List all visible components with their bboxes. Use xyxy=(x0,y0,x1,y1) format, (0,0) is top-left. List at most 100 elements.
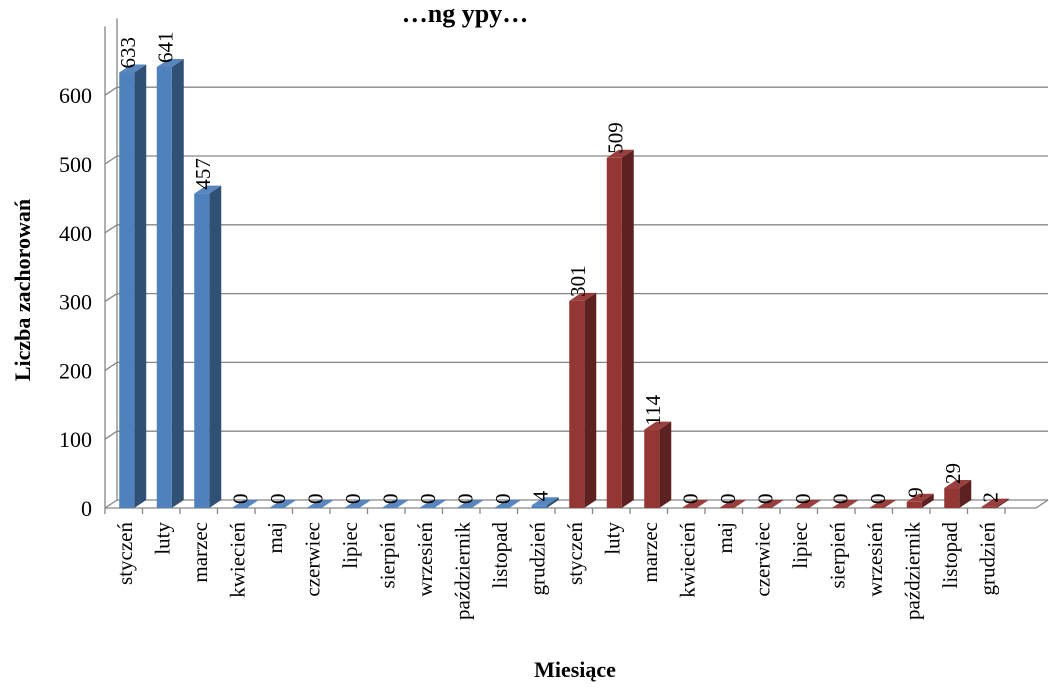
x-tick-label: luty xyxy=(150,522,174,555)
x-tick-label: sierpień xyxy=(375,522,399,589)
y-tick-label: 100 xyxy=(59,427,92,452)
bar-side xyxy=(209,185,222,509)
gridline-side-500 xyxy=(104,155,118,165)
bar xyxy=(419,500,447,508)
data-label: 641 xyxy=(153,31,177,63)
data-label: 0 xyxy=(678,494,702,505)
bar-top xyxy=(531,497,559,506)
bar-top xyxy=(906,493,934,502)
bar-front xyxy=(944,488,960,508)
bar xyxy=(681,500,709,508)
y-tick-label: 600 xyxy=(59,83,92,108)
x-tick-label: październik xyxy=(900,522,924,620)
bar-side xyxy=(171,58,184,508)
data-label: 0 xyxy=(866,494,890,505)
bar-top xyxy=(719,500,747,508)
bar-top xyxy=(644,421,672,430)
bar-top xyxy=(981,498,1009,507)
bar-top xyxy=(831,500,859,508)
x-tick-label: czerwiec xyxy=(300,522,324,597)
data-label: 114 xyxy=(641,394,665,425)
bar-side xyxy=(134,64,147,508)
bar-top xyxy=(306,500,334,508)
bar-top xyxy=(269,500,297,508)
bar-front xyxy=(531,505,547,508)
bar xyxy=(719,500,747,508)
bar-top xyxy=(119,64,147,73)
bar-front xyxy=(569,300,585,508)
bar xyxy=(606,149,634,509)
bar-top xyxy=(794,500,822,508)
x-tick-label: listopad xyxy=(488,522,512,589)
data-label: 633 xyxy=(116,37,140,69)
data-label: 0 xyxy=(453,494,477,505)
x-tick-label: wrzesień xyxy=(413,522,437,597)
bar-side xyxy=(584,292,597,508)
bar xyxy=(981,498,1009,508)
x-tick-label: maj xyxy=(263,522,287,554)
x-tick-label: maj xyxy=(713,522,737,554)
data-label: 0 xyxy=(416,494,440,505)
bar xyxy=(494,500,522,508)
data-label: 0 xyxy=(828,494,852,505)
chart-title: …ng ypy… xyxy=(402,0,528,28)
x-tick-label: lipiec xyxy=(338,522,362,569)
bar-front xyxy=(906,501,922,508)
gridline-side-600 xyxy=(104,86,118,96)
bar-top xyxy=(569,292,597,301)
bar xyxy=(906,493,934,508)
x-tick-label: listopad xyxy=(938,522,962,589)
bar-top xyxy=(231,500,259,508)
data-label: 0 xyxy=(491,494,515,505)
x-tick-label: styczeń xyxy=(113,522,137,585)
data-label: 301 xyxy=(566,265,590,297)
gridline-side-0 xyxy=(104,499,118,509)
bar-side xyxy=(546,497,559,508)
bar-top xyxy=(344,500,372,508)
x-tick-label: czerwiec xyxy=(750,522,774,597)
data-label: 0 xyxy=(753,494,777,505)
bar-top xyxy=(606,149,634,158)
x-tick-label: grudzień xyxy=(525,522,549,596)
gridline-side-200 xyxy=(104,361,118,371)
bar xyxy=(269,500,297,508)
bar-top xyxy=(456,500,484,508)
bars-layer xyxy=(119,58,1009,509)
bar-front xyxy=(981,506,997,508)
x-tick-label: kwiecień xyxy=(675,522,699,598)
bar-front xyxy=(119,72,135,508)
data-label: 0 xyxy=(378,494,402,505)
bar-side xyxy=(921,493,934,508)
bar-front xyxy=(644,429,660,508)
bar xyxy=(831,500,859,508)
x-axis-side-line xyxy=(1035,499,1049,509)
bar-side xyxy=(996,498,1009,508)
x-tick-label: grudzień xyxy=(975,522,999,596)
bar-front xyxy=(194,193,210,509)
bar-front xyxy=(156,66,172,508)
bar-side xyxy=(659,421,672,508)
bar-top xyxy=(494,500,522,508)
bar-side xyxy=(621,149,634,509)
data-label: 29 xyxy=(941,463,965,484)
bar xyxy=(381,500,409,508)
bar xyxy=(456,500,484,508)
bar-top xyxy=(156,58,184,67)
bar-front xyxy=(606,157,622,509)
gridline-side-400 xyxy=(104,224,118,234)
data-label: 2 xyxy=(978,492,1002,503)
bar xyxy=(756,500,784,508)
bar xyxy=(944,480,972,508)
bar xyxy=(344,500,372,508)
bar-top xyxy=(194,185,222,194)
bar-top xyxy=(419,500,447,508)
y-tick-label: 300 xyxy=(59,290,92,315)
data-label: 0 xyxy=(716,494,740,505)
y-tick-label: 400 xyxy=(59,221,92,246)
gridline-side-300 xyxy=(104,293,118,303)
x-axis-title: Miesiące xyxy=(534,657,616,682)
x-tick-label: lipiec xyxy=(788,522,812,569)
data-label: 509 xyxy=(603,122,627,154)
